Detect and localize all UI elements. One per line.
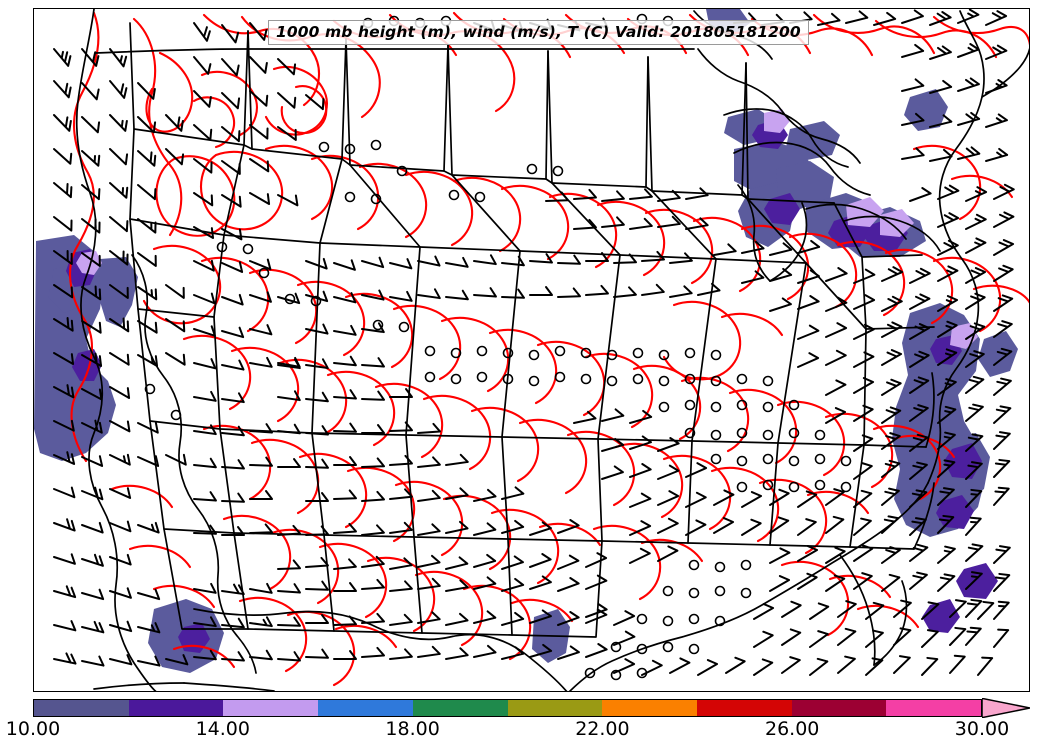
colorbar-segment-8 <box>791 700 887 716</box>
colorbar-segment-4 <box>412 700 508 716</box>
colorbar-segment-7 <box>696 700 792 716</box>
contour-layer <box>53 9 1029 691</box>
colorbar-segment-1 <box>128 700 224 716</box>
colorbar-tick-18.00: 18.00 <box>385 718 440 740</box>
colorbar-segment-3 <box>318 700 413 716</box>
colorbar-tick-14.00: 14.00 <box>195 718 250 740</box>
map-plot-area <box>34 9 1029 691</box>
colorbar-tick-22.00: 22.00 <box>575 718 630 740</box>
colorbar-tick-26.00: 26.00 <box>764 718 820 740</box>
colorbar-segment-6 <box>602 700 697 716</box>
colorbar-segment-2 <box>223 700 319 716</box>
colorbar-segments <box>33 699 982 717</box>
map-axes[interactable] <box>33 8 1030 692</box>
colorbar-tick-10.00: 10.00 <box>5 718 61 740</box>
colorbar-segment-9 <box>886 700 982 716</box>
map-title: 1000 mb height (m), wind (m/s), T (C) Va… <box>268 20 809 45</box>
colorbar-segment-0 <box>34 700 129 716</box>
colorbar-extend-max-arrow <box>982 698 1030 718</box>
colorbar-tick-30.00: 30.00 <box>954 718 1010 740</box>
colorbar[interactable] <box>33 698 1030 718</box>
colorbar-segment-5 <box>507 700 603 716</box>
colorbar-tick-labels: 10.00 14.00 18.00 22.00 26.00 30.00 <box>0 718 1041 745</box>
